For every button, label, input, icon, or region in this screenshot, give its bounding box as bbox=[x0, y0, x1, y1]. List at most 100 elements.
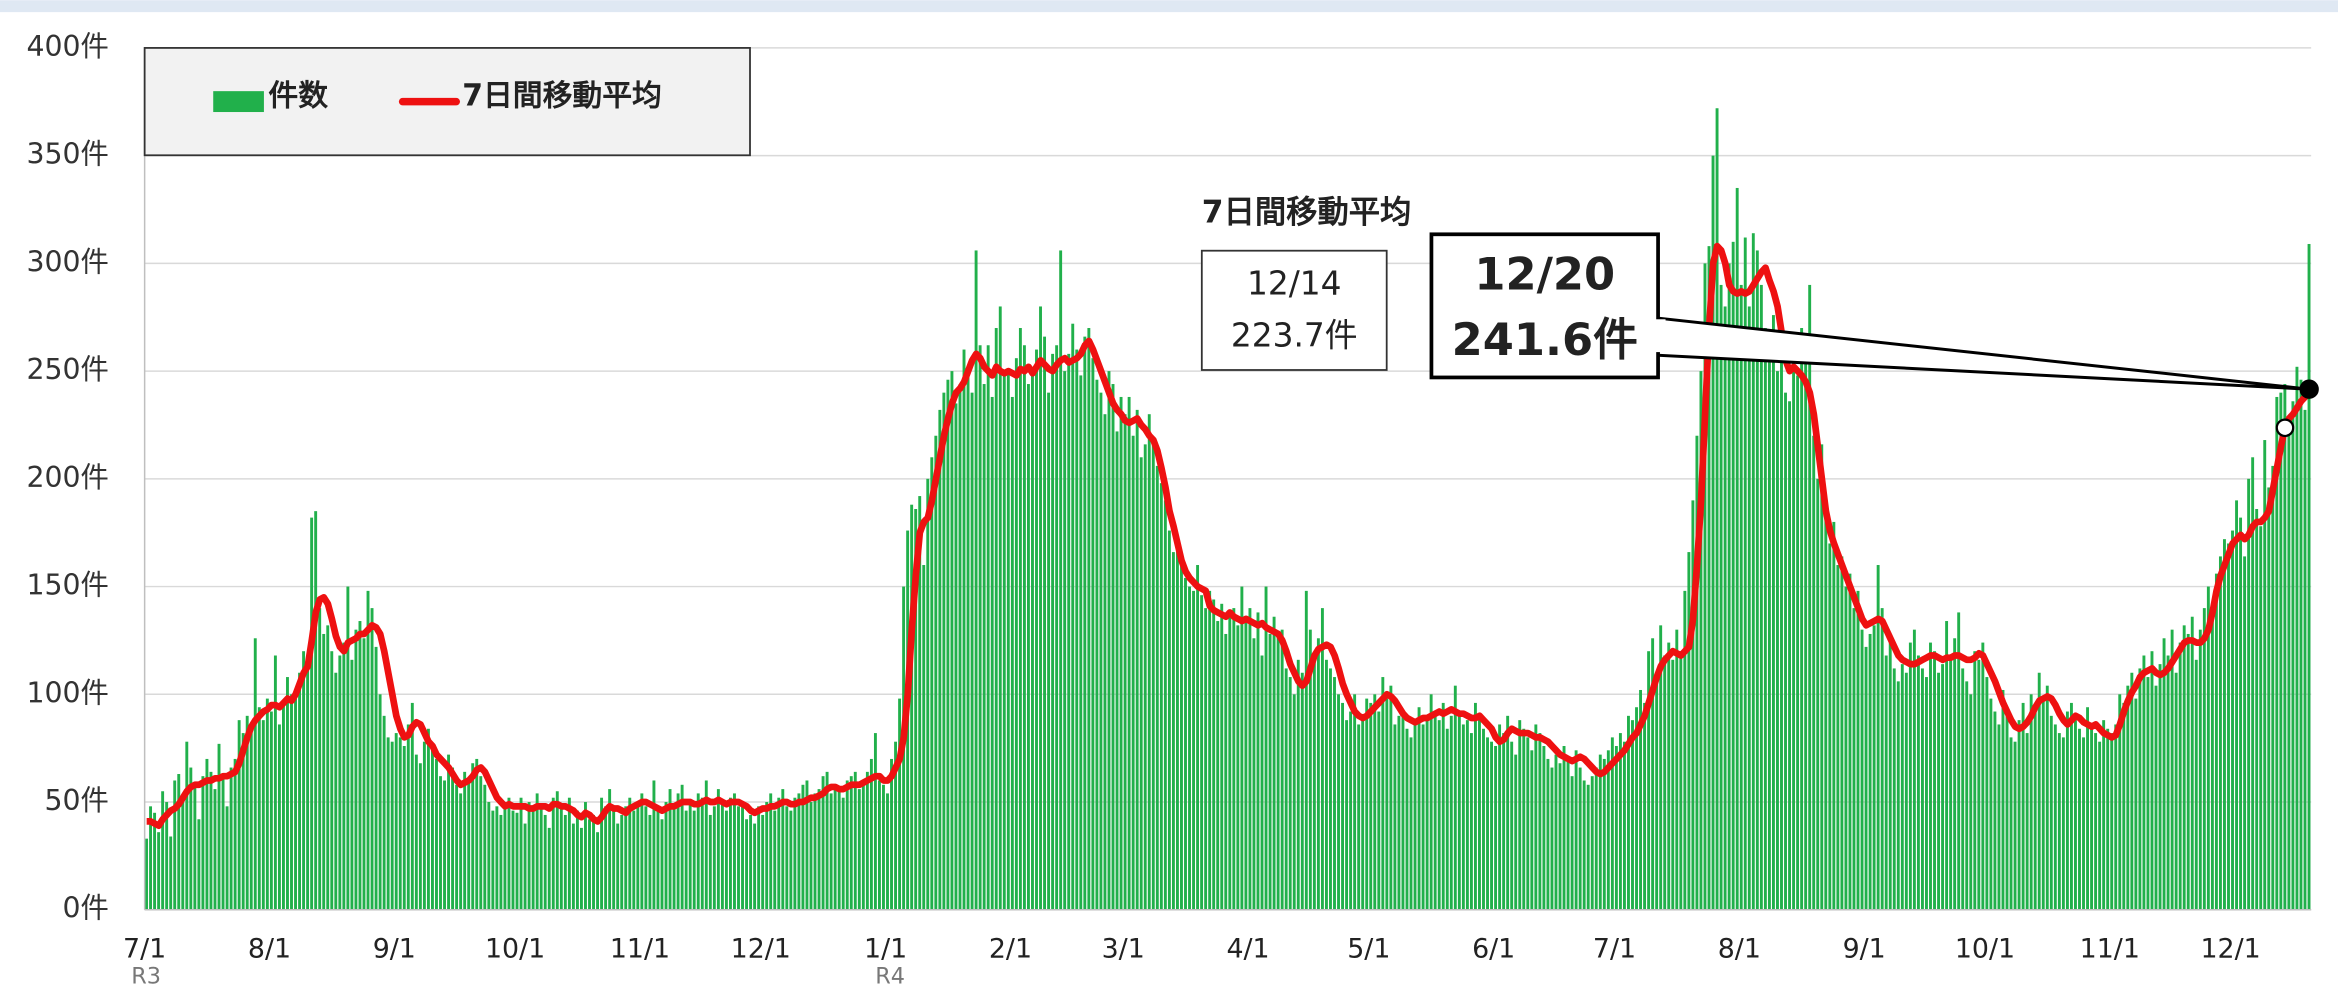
bar bbox=[1486, 737, 1489, 910]
x-tick-label: 9/1 bbox=[373, 934, 416, 965]
bar bbox=[1699, 371, 1703, 910]
bar bbox=[829, 793, 833, 910]
bar bbox=[781, 789, 785, 910]
bar bbox=[1151, 440, 1155, 910]
bar bbox=[406, 724, 410, 910]
bar bbox=[1381, 677, 1385, 910]
bar bbox=[1820, 444, 1824, 910]
bar bbox=[197, 819, 201, 910]
bar bbox=[2263, 440, 2267, 910]
bar bbox=[1260, 655, 1264, 910]
bar bbox=[2086, 707, 2089, 910]
bar bbox=[1792, 353, 1796, 910]
bar bbox=[439, 776, 442, 910]
bar bbox=[273, 655, 277, 910]
bar bbox=[1111, 384, 1115, 910]
bar bbox=[882, 784, 885, 910]
bar bbox=[861, 780, 865, 910]
bar bbox=[430, 750, 434, 910]
bar bbox=[704, 780, 708, 910]
bar bbox=[801, 784, 805, 910]
bar bbox=[1083, 336, 1087, 910]
bar bbox=[1175, 547, 1179, 910]
y-tick-label: 350件 bbox=[26, 138, 108, 171]
bar bbox=[2239, 517, 2243, 910]
bar bbox=[1002, 375, 1006, 910]
bar bbox=[519, 797, 523, 910]
bar bbox=[495, 806, 499, 910]
bar bbox=[922, 565, 926, 910]
bar bbox=[1562, 746, 1566, 910]
bar bbox=[2194, 659, 2198, 910]
bar bbox=[1828, 543, 1832, 910]
bar bbox=[2037, 672, 2041, 910]
bar bbox=[2295, 366, 2299, 910]
bar bbox=[2102, 720, 2106, 910]
bar bbox=[322, 633, 326, 910]
bar bbox=[2198, 629, 2202, 910]
bar bbox=[849, 776, 853, 910]
bar bbox=[1989, 698, 1993, 910]
bar bbox=[596, 832, 600, 910]
bar bbox=[1401, 711, 1405, 910]
bar bbox=[1095, 379, 1099, 910]
bar bbox=[2267, 487, 2271, 910]
bar bbox=[1723, 306, 1727, 910]
bar bbox=[447, 754, 451, 910]
bar bbox=[813, 793, 817, 910]
bar bbox=[1816, 478, 1820, 910]
bar bbox=[2166, 655, 2170, 910]
bar bbox=[1965, 681, 1969, 910]
bar bbox=[563, 814, 567, 910]
bar bbox=[2307, 243, 2311, 910]
bar bbox=[2186, 633, 2190, 910]
bar bbox=[2287, 422, 2291, 910]
bar bbox=[765, 802, 769, 910]
bar bbox=[1598, 754, 1602, 910]
moving-average-line bbox=[146, 242, 2313, 830]
x-tick-label: 7/1 bbox=[123, 934, 166, 965]
bar bbox=[1945, 621, 1949, 910]
bar bbox=[1413, 720, 1417, 910]
bar bbox=[1147, 414, 1151, 910]
bar bbox=[612, 810, 616, 910]
marker bbox=[2299, 379, 2319, 399]
bar bbox=[237, 720, 241, 910]
bar bbox=[2162, 638, 2166, 910]
bar bbox=[145, 838, 148, 910]
bar bbox=[579, 827, 583, 910]
bar bbox=[257, 707, 261, 910]
bar bbox=[1554, 754, 1558, 910]
bar bbox=[1892, 668, 1896, 910]
bar bbox=[1490, 741, 1493, 910]
bar bbox=[636, 802, 640, 910]
x-tick-label: 2/1 bbox=[989, 934, 1032, 965]
bar bbox=[241, 733, 245, 910]
bar bbox=[1047, 392, 1051, 910]
bar bbox=[402, 746, 406, 910]
bar bbox=[1473, 702, 1477, 910]
bar bbox=[1631, 720, 1634, 910]
bar bbox=[628, 797, 632, 910]
bar bbox=[2279, 392, 2283, 910]
bar bbox=[330, 651, 334, 910]
bar bbox=[286, 677, 289, 910]
annotation-box bbox=[1429, 232, 1660, 380]
bar bbox=[2231, 530, 2234, 910]
bar bbox=[1324, 659, 1328, 910]
bar bbox=[1425, 715, 1429, 910]
bar bbox=[201, 776, 205, 910]
bar bbox=[539, 806, 543, 910]
bar bbox=[1268, 633, 1272, 910]
bar bbox=[1594, 767, 1598, 910]
bar bbox=[2049, 715, 2053, 910]
bar bbox=[2251, 457, 2255, 910]
bar bbox=[2057, 733, 2061, 910]
bar bbox=[1743, 237, 1747, 910]
bar bbox=[1373, 694, 1377, 910]
bar bbox=[1155, 465, 1159, 910]
bar bbox=[974, 250, 978, 910]
bar bbox=[1985, 677, 1989, 910]
bar bbox=[169, 836, 173, 910]
bar bbox=[2247, 478, 2251, 910]
